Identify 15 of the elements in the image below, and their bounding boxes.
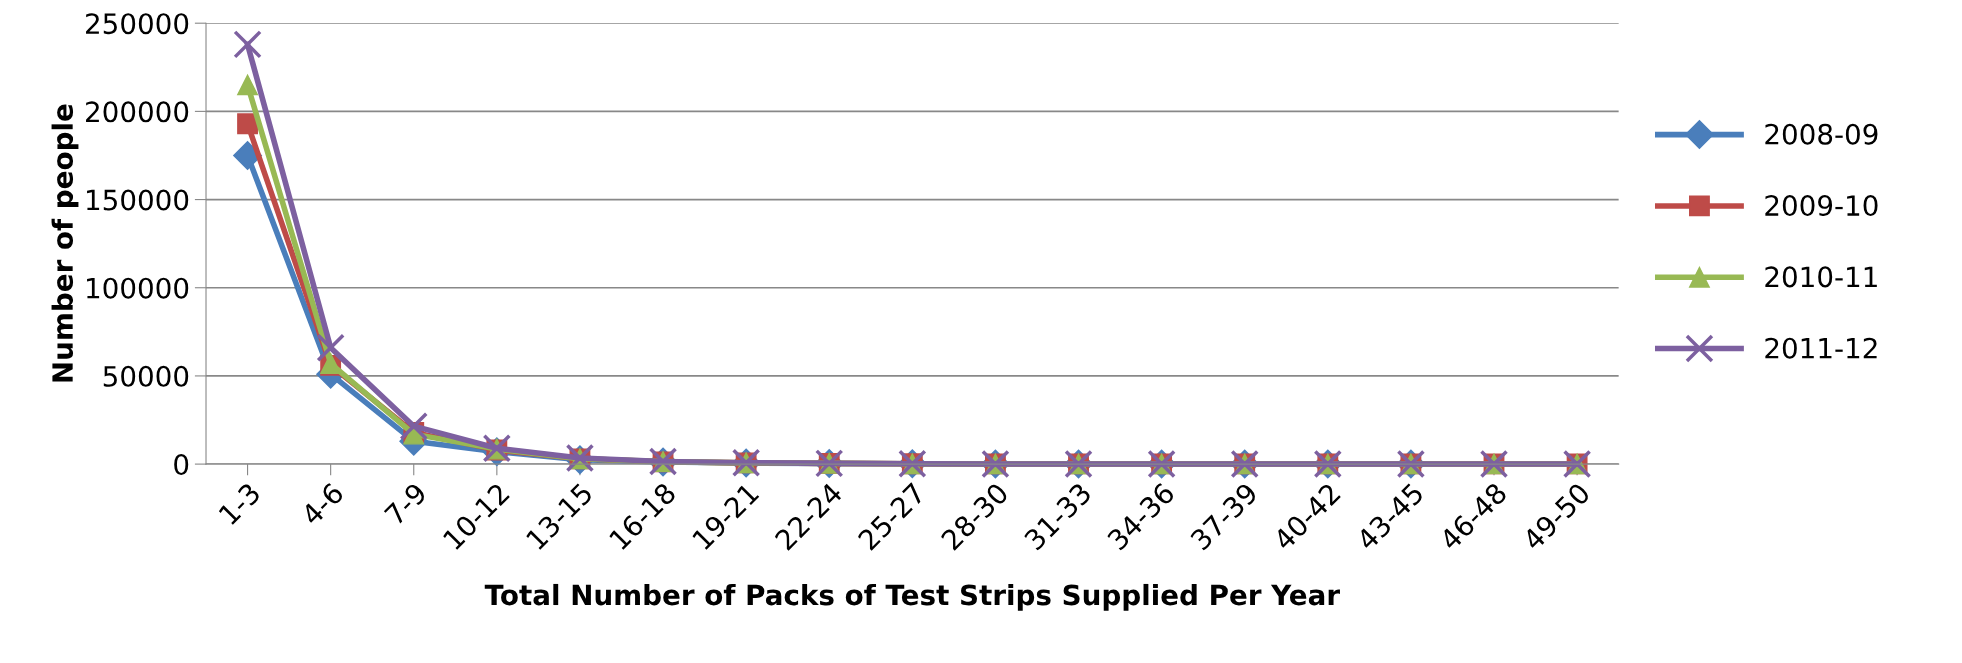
y-tick-label: 0: [174, 454, 189, 476]
y-tick-label: 200000: [86, 101, 189, 123]
x-tick-label: 4-6: [299, 481, 345, 527]
legend-label: 2011-12: [1765, 337, 1877, 359]
y-tick-label: 150000: [87, 189, 189, 211]
x-tick-label: 7-9: [383, 481, 428, 526]
y-tick-label: 50000: [103, 365, 189, 387]
legend-label: 2008-09: [1765, 123, 1878, 145]
y-tick-label: 100000: [87, 277, 189, 299]
x-axis-title: Total Number of Packs of Test Strips Supplied Per Year: [484, 583, 1340, 611]
y-axis-title: Number of people: [51, 104, 79, 382]
x-tick-label: 1-3: [217, 481, 262, 526]
y-tick-label: 250000: [86, 13, 189, 35]
legend-label: 2009-10: [1765, 195, 1878, 217]
legend-label: 2010-11: [1765, 266, 1877, 288]
